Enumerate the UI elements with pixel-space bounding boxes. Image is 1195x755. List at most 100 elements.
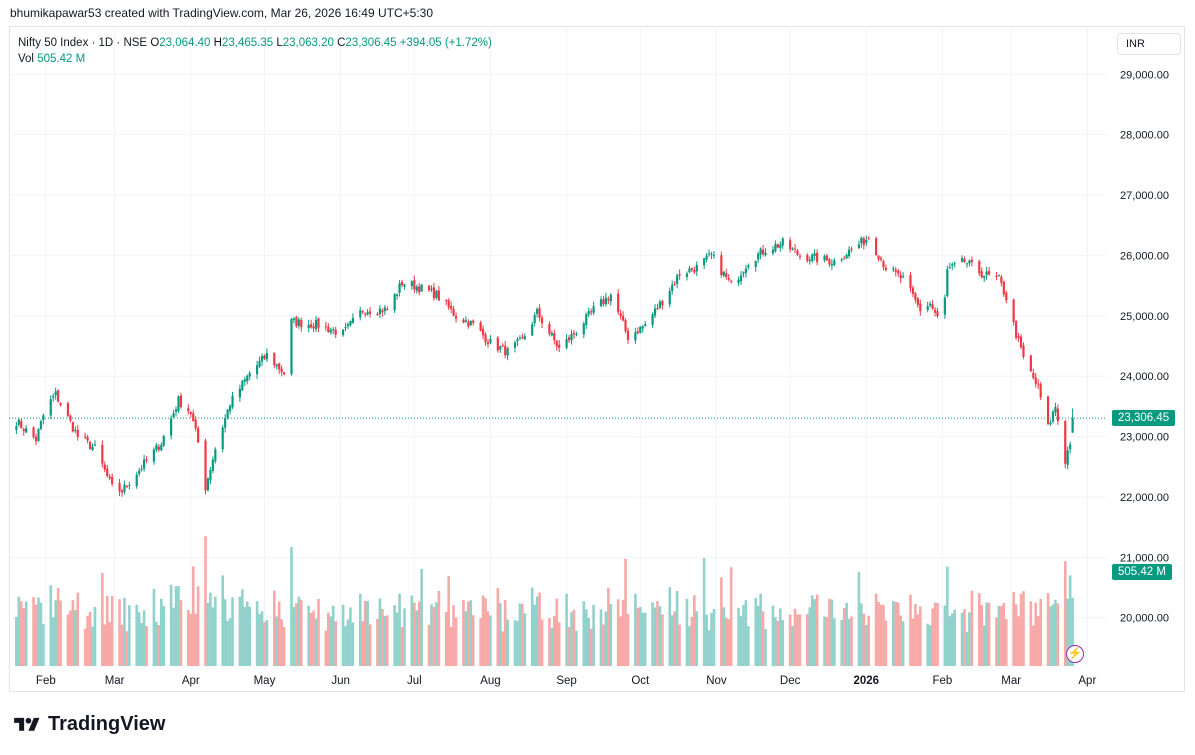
volume-bar [248,606,252,666]
candle-body [349,321,352,326]
candle-body [951,264,954,266]
volume-bar [707,630,711,666]
volume-bar [867,615,871,666]
volume-bar [383,616,387,666]
y-tick-label: 25,000.00 [1120,311,1169,323]
volume-bar [899,615,902,666]
candle-body [651,314,654,325]
candle-body [946,269,949,296]
candle-body [779,244,782,248]
candle-body [828,259,831,265]
candle-body [275,364,278,367]
tradingview-logo[interactable]: TradingView [12,713,165,736]
volume-bar [833,618,836,666]
high-value: 23,465.35 [221,37,274,49]
candle-body [897,270,900,274]
candle-body [25,428,28,433]
low-value: 23,063.20 [282,37,334,49]
volume-bar [503,600,507,666]
volume-bar [779,608,782,666]
volume-bar [656,601,659,666]
volume-bar [241,589,244,666]
candle-body [155,444,158,450]
volume-bar [245,601,249,666]
volume-bar [297,596,301,666]
volume-bar [324,630,328,666]
volume-bar [943,605,947,666]
candle-body [840,259,843,261]
candle-body [310,324,313,328]
volume-bar [444,611,448,666]
x-tick-label: Apr [182,675,200,687]
volume-bar [157,625,161,666]
volume-bar [584,609,588,666]
volume-bar [275,616,279,666]
candle-body [722,271,725,276]
candle-body [334,329,337,335]
volume-bar [1032,625,1035,666]
candle-body [762,249,765,255]
volume-bar [42,624,45,666]
candle-body [172,413,175,418]
volume-bar [427,624,431,666]
candle-body [1066,450,1069,465]
volume-bar [685,598,689,666]
volume-bar [1051,604,1055,666]
y-tick-label: 26,000.00 [1120,250,1169,262]
candle-body [911,287,915,294]
volume-bar [76,592,80,666]
candle-body [157,446,160,450]
candle-body [624,320,627,332]
volume-bar [255,601,259,666]
candle-body [160,444,163,451]
candle-body [278,363,281,370]
candle-body [513,342,517,348]
volume-bar [582,601,586,666]
volume-bar [634,593,637,666]
volume-bar [1034,602,1038,666]
candle-body [243,379,246,382]
candle-body [118,482,121,492]
volume-bar [280,619,283,666]
volume-bar [815,594,819,666]
candle-body [346,324,350,327]
volume-bar [128,605,131,666]
lightning-icon[interactable]: ⚡ [1066,645,1084,663]
volume-bar [970,590,974,666]
currency-selector[interactable]: INR [1117,33,1181,55]
volume-bar [926,623,929,666]
volume-bar [309,612,313,666]
candle-body [410,281,413,287]
candle-body [1034,377,1037,384]
candle-body [518,337,522,339]
y-tick-label: 21,000.00 [1120,552,1169,564]
candle-body [1029,355,1032,372]
candle-body [246,375,249,382]
candle-body [420,284,423,292]
volume-bar [378,598,382,666]
candle-body [565,338,568,348]
candle-body [415,286,418,291]
chart-frame [9,26,1185,692]
candle-body [74,430,77,432]
volume-bar [137,612,141,666]
candle-body [980,271,983,278]
volume-bar [823,616,826,666]
candle-body [52,396,55,398]
candle-body [376,314,379,316]
volume-bar [864,624,868,666]
volume-bar [535,596,539,666]
candle-body [875,238,878,256]
volume-bar [196,586,200,666]
volume-bar [724,617,728,666]
volume-bar [366,600,369,666]
candle-body [106,468,109,476]
candle-body [177,396,180,412]
candle-body [125,486,129,488]
volume-bar [828,598,831,666]
volume-bar [661,614,664,666]
volume-bar [314,618,318,666]
price-chart[interactable]: 29,000.00 28,000.00 27,000.00 26,000.00 25,0… [9,26,1185,692]
candle-body [273,353,276,366]
candle-body [737,279,740,284]
